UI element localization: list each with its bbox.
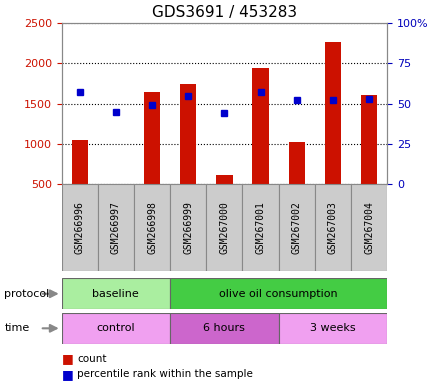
Text: protocol: protocol — [4, 289, 50, 299]
Bar — [289, 142, 305, 184]
Text: control: control — [96, 323, 135, 333]
Bar — [62, 313, 170, 344]
Text: olive oil consumption: olive oil consumption — [220, 289, 338, 299]
Bar — [134, 184, 170, 271]
Bar — [361, 95, 377, 184]
Bar — [315, 184, 351, 271]
Bar — [242, 184, 279, 271]
Text: GSM267004: GSM267004 — [364, 201, 374, 254]
Text: count: count — [77, 354, 106, 364]
Text: baseline: baseline — [92, 289, 139, 299]
Text: 3 weeks: 3 weeks — [310, 323, 356, 333]
Text: GSM266996: GSM266996 — [75, 201, 84, 254]
Text: 6 hours: 6 hours — [203, 323, 246, 333]
Bar — [170, 184, 206, 271]
Bar — [216, 175, 232, 184]
Bar — [180, 84, 196, 184]
Text: GSM266999: GSM266999 — [183, 201, 193, 254]
Text: time: time — [4, 323, 29, 333]
Text: GSM266997: GSM266997 — [111, 201, 121, 254]
Text: percentile rank within the sample: percentile rank within the sample — [77, 369, 253, 379]
Bar — [279, 313, 387, 344]
Text: GSM267000: GSM267000 — [220, 201, 229, 254]
Text: GSM267002: GSM267002 — [292, 201, 302, 254]
Bar — [279, 184, 315, 271]
Bar — [351, 184, 387, 271]
Bar — [206, 184, 242, 271]
Bar — [62, 184, 98, 271]
Bar — [144, 92, 160, 184]
Bar — [170, 313, 279, 344]
Text: ■: ■ — [62, 353, 73, 366]
Text: ■: ■ — [62, 368, 73, 381]
Bar — [72, 140, 88, 184]
Text: GSM267001: GSM267001 — [256, 201, 266, 254]
Title: GDS3691 / 453283: GDS3691 / 453283 — [152, 5, 297, 20]
Bar — [325, 41, 341, 184]
Bar — [253, 68, 269, 184]
Bar — [170, 278, 387, 309]
Bar — [98, 184, 134, 271]
Text: GSM267003: GSM267003 — [328, 201, 338, 254]
Bar — [62, 278, 170, 309]
Text: GSM266998: GSM266998 — [147, 201, 157, 254]
